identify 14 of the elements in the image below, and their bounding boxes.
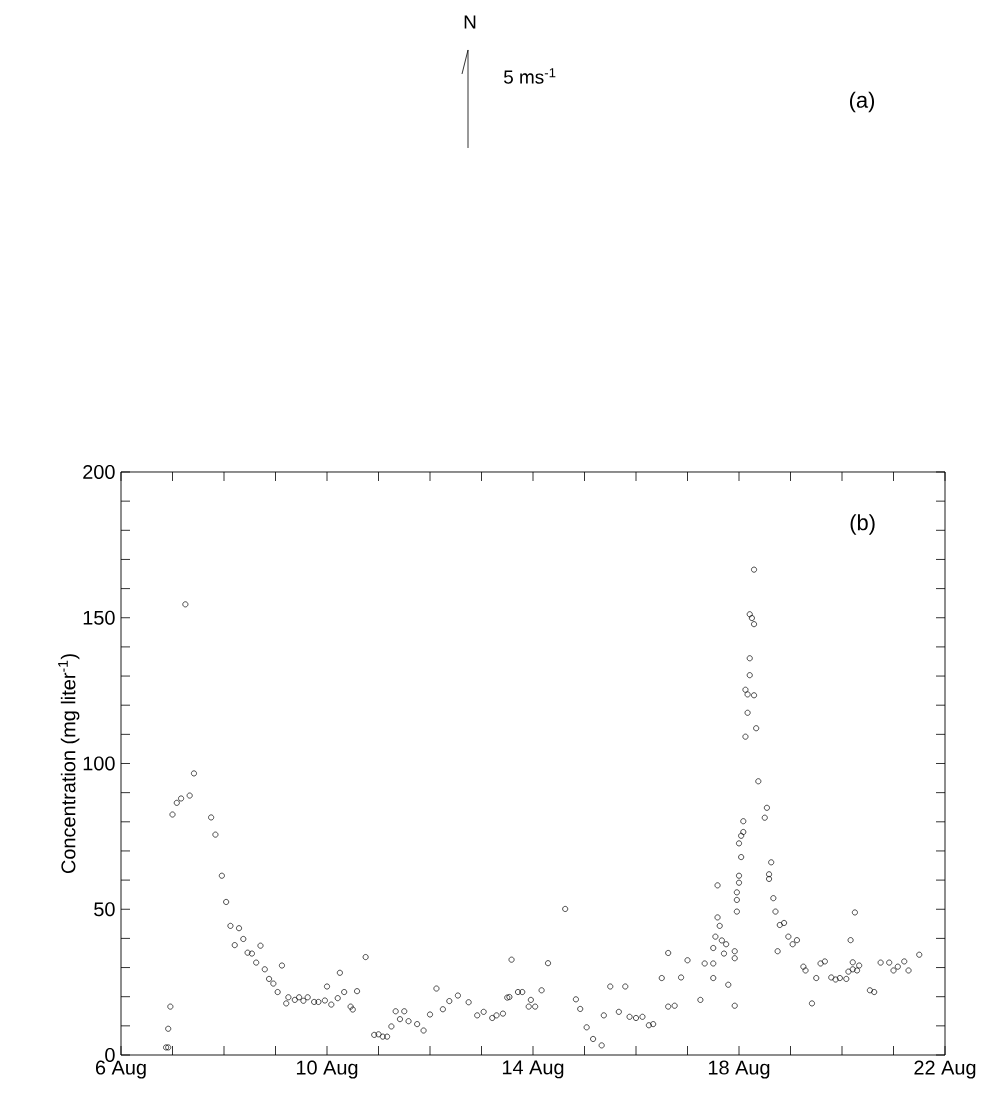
y-tick-label: 150 — [83, 610, 115, 625]
text: N — [464, 15, 476, 29]
y-axis-title: Concentration (mg liter$^{-1}$) — [58, 654, 80, 874]
x-tick-label: 10 Aug — [296, 1060, 358, 1079]
y-tick-label: 50 — [94, 902, 115, 917]
x-tick-label: 14 Aug — [502, 1060, 564, 1079]
y-tick-label: 200 — [83, 464, 115, 480]
y-tick-label: 100 — [83, 756, 115, 771]
text: (b) — [850, 514, 875, 535]
text: (a) — [849, 91, 875, 113]
x-tick-label: 22 Aug — [914, 1060, 976, 1079]
y-tick-label: 0 — [105, 1047, 115, 1063]
x-tick-label: 18 Aug — [708, 1060, 770, 1079]
text: 5 ms$^{-1}$ — [503, 68, 556, 84]
